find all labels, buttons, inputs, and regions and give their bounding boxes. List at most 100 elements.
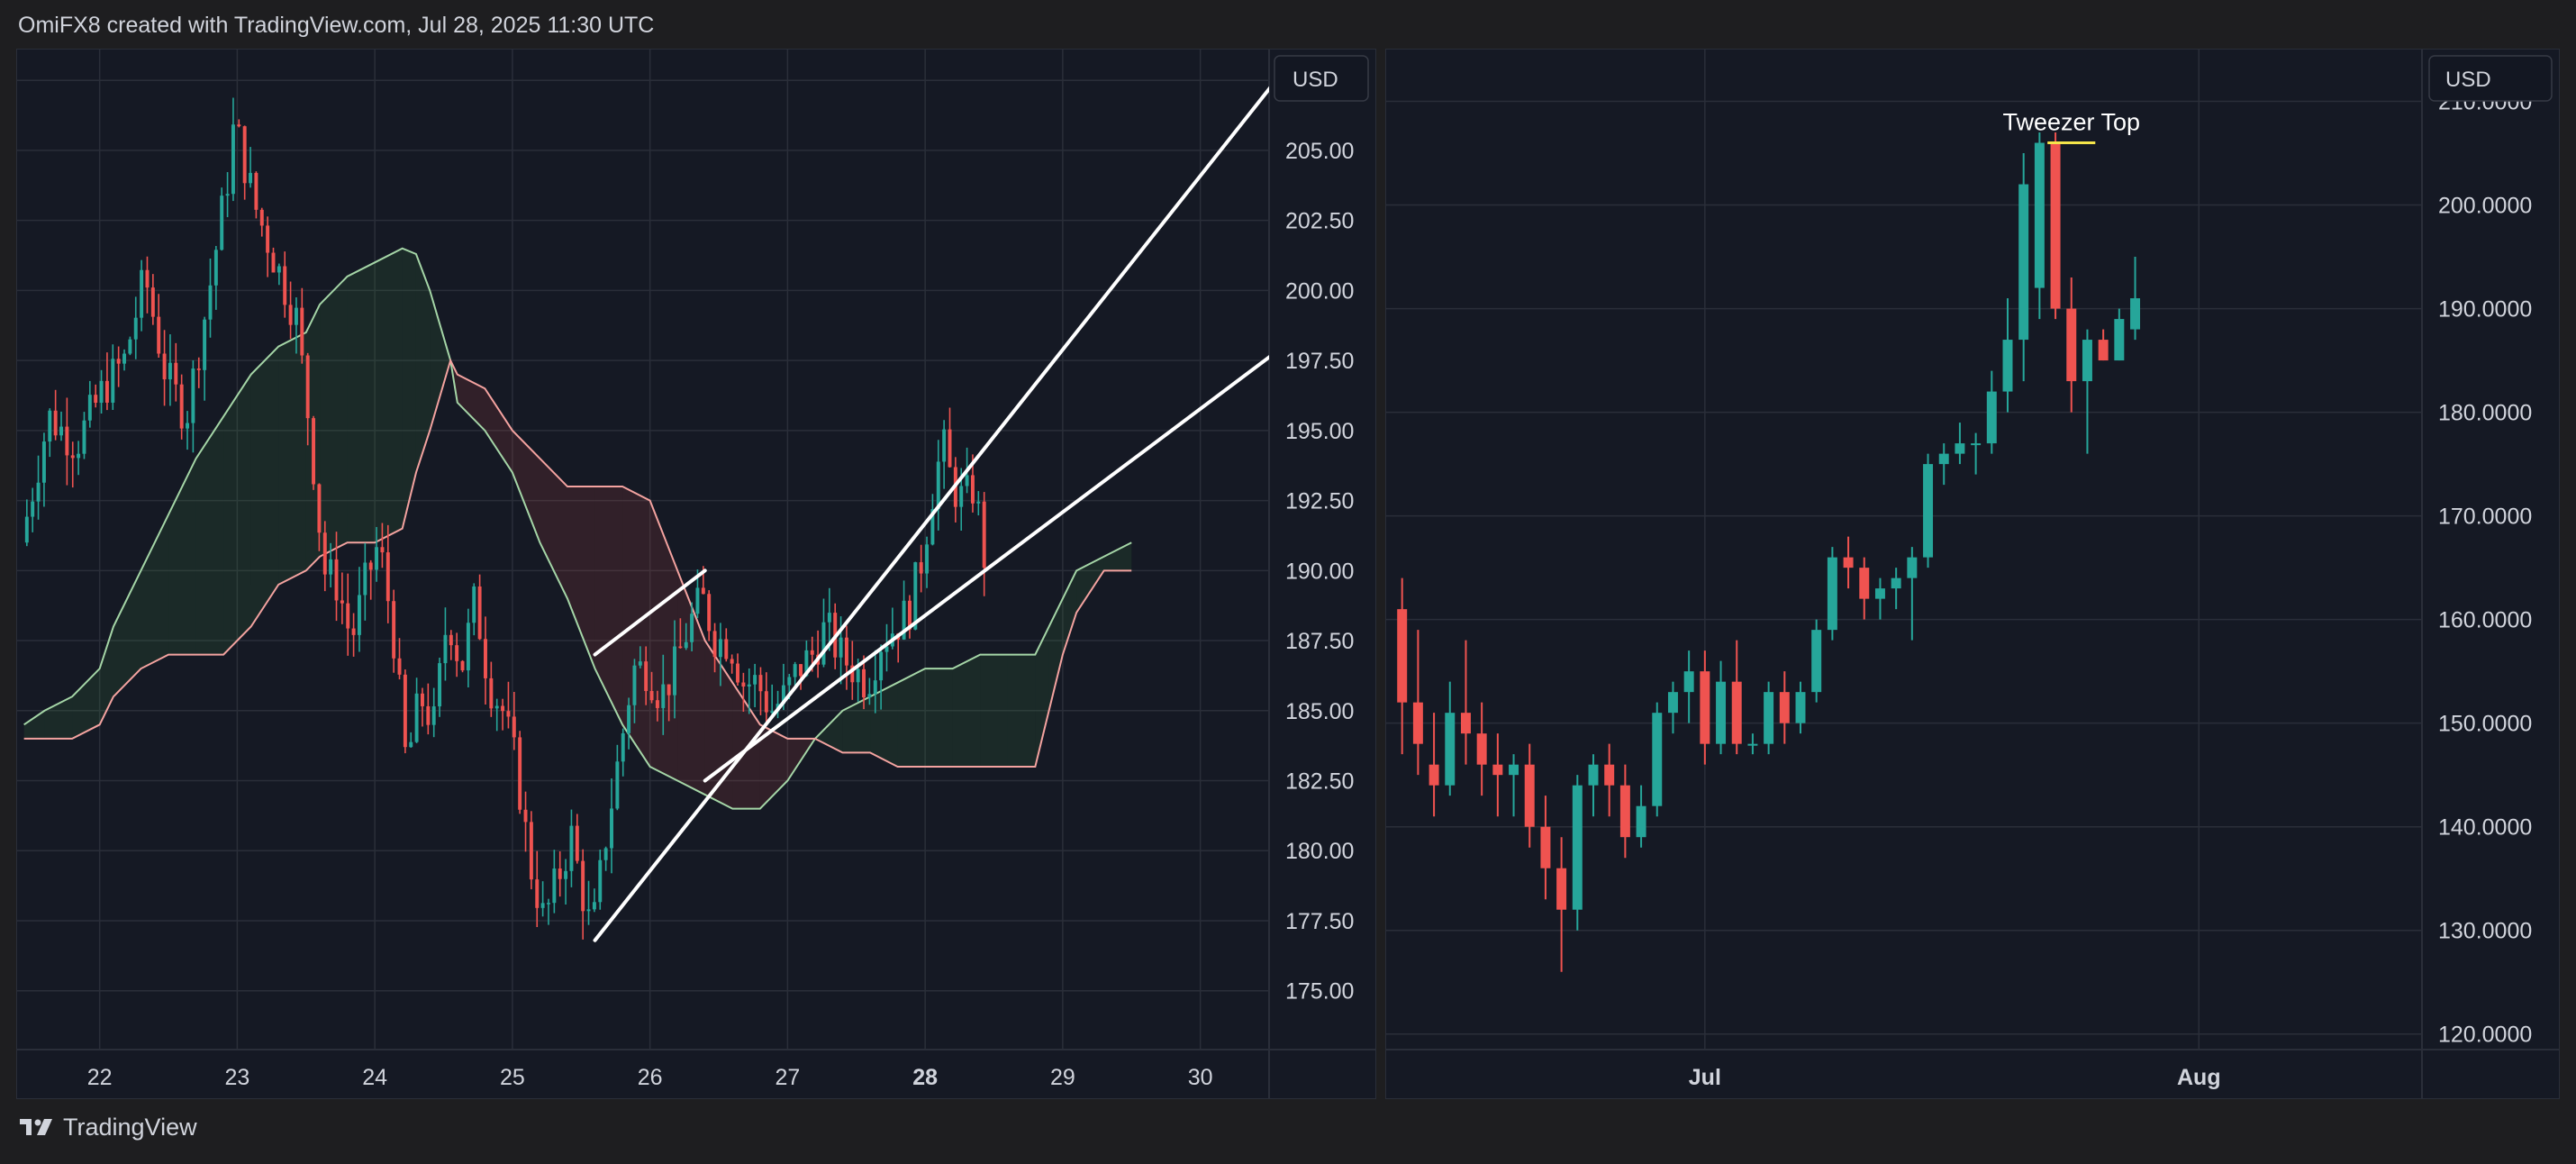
candle[interactable]	[385, 524, 390, 623]
candle[interactable]	[300, 287, 304, 364]
currency-selector[interactable]: USD	[1274, 55, 1369, 102]
candle[interactable]	[317, 483, 322, 551]
candle[interactable]	[329, 542, 333, 588]
candle[interactable]	[305, 352, 310, 446]
candle[interactable]	[1874, 577, 1885, 620]
candle[interactable]	[87, 380, 92, 428]
candle[interactable]	[724, 628, 729, 662]
candle[interactable]	[443, 607, 448, 681]
candle[interactable]	[122, 349, 126, 371]
candle[interactable]	[150, 274, 155, 325]
candle[interactable]	[610, 778, 613, 874]
candle[interactable]	[953, 457, 957, 523]
candle[interactable]	[322, 521, 327, 592]
candle[interactable]	[2050, 132, 2061, 320]
candle[interactable]	[1843, 536, 1854, 589]
candle[interactable]	[259, 207, 264, 237]
candle[interactable]	[1795, 681, 1806, 734]
candle[interactable]	[1683, 650, 1694, 723]
candle[interactable]	[712, 623, 717, 673]
candle[interactable]	[1556, 837, 1567, 972]
candle[interactable]	[426, 683, 431, 735]
candle[interactable]	[936, 440, 940, 531]
trendline-3[interactable]	[703, 352, 1276, 783]
candle[interactable]	[254, 171, 259, 219]
currency-box[interactable]	[1274, 55, 1369, 102]
candle[interactable]	[1986, 370, 1997, 454]
candle[interactable]	[203, 316, 207, 401]
candle[interactable]	[277, 263, 281, 286]
candle[interactable]	[678, 618, 683, 649]
candle[interactable]	[420, 687, 424, 727]
candle[interactable]	[982, 492, 986, 596]
candle[interactable]	[1397, 577, 1408, 755]
candle[interactable]	[501, 698, 505, 731]
candle[interactable]	[271, 247, 276, 273]
candle[interactable]	[741, 672, 746, 712]
candle[interactable]	[976, 491, 981, 516]
candle[interactable]	[489, 661, 494, 717]
candle[interactable]	[438, 657, 442, 717]
candle[interactable]	[231, 97, 235, 202]
candle[interactable]	[53, 389, 58, 441]
candle[interactable]	[409, 732, 413, 748]
candle[interactable]	[288, 281, 293, 340]
footer-brand[interactable]: TradingView	[63, 1114, 197, 1141]
candle[interactable]	[65, 397, 69, 486]
candle[interactable]	[816, 630, 821, 678]
candle[interactable]	[179, 374, 184, 440]
candle[interactable]	[1731, 640, 1742, 755]
candle[interactable]	[644, 646, 649, 705]
candle[interactable]	[913, 561, 918, 631]
candle[interactable]	[116, 346, 121, 387]
candle[interactable]	[821, 598, 826, 668]
candle[interactable]	[1764, 681, 1774, 755]
candle[interactable]	[162, 330, 167, 406]
candle[interactable]	[1572, 775, 1583, 931]
candle[interactable]	[603, 846, 608, 871]
candle[interactable]	[942, 420, 947, 489]
currency-box[interactable]	[2428, 55, 2553, 102]
candle[interactable]	[730, 654, 734, 674]
candle[interactable]	[1636, 785, 1646, 848]
candle[interactable]	[518, 731, 522, 814]
candle[interactable]	[1923, 453, 1934, 568]
candle[interactable]	[770, 684, 775, 716]
candle[interactable]	[925, 536, 930, 588]
candle[interactable]	[919, 544, 923, 593]
candle[interactable]	[2002, 298, 2013, 413]
candle[interactable]	[225, 172, 230, 218]
candle[interactable]	[220, 187, 224, 251]
candle[interactable]	[466, 608, 470, 688]
candle[interactable]	[48, 408, 52, 458]
candle[interactable]	[867, 677, 872, 705]
candle[interactable]	[431, 687, 436, 738]
candle[interactable]	[1652, 702, 1663, 817]
candle[interactable]	[82, 412, 86, 459]
candle[interactable]	[684, 623, 688, 650]
candle[interactable]	[2018, 153, 2029, 382]
candle[interactable]	[930, 494, 935, 546]
candle[interactable]	[403, 669, 407, 754]
candle[interactable]	[575, 814, 579, 864]
candle[interactable]	[1588, 754, 1599, 817]
candle[interactable]	[1476, 702, 1487, 796]
candle[interactable]	[294, 297, 298, 354]
candle[interactable]	[547, 898, 550, 925]
candle[interactable]	[1492, 733, 1503, 817]
candle[interactable]	[340, 572, 344, 624]
daily-chart-svg[interactable]: Tweezer Top 120.0000 130.0000 140.0000 150.0…	[1386, 50, 2560, 1099]
candle[interactable]	[758, 667, 763, 715]
candle[interactable]	[523, 791, 528, 852]
candle[interactable]	[638, 646, 642, 668]
candle[interactable]	[41, 432, 46, 507]
candle[interactable]	[1779, 671, 1790, 744]
candle[interactable]	[213, 246, 218, 310]
candle[interactable]	[363, 542, 367, 621]
candle[interactable]	[1747, 733, 1758, 755]
candle[interactable]	[690, 602, 694, 651]
candle[interactable]	[1716, 660, 1727, 755]
candle[interactable]	[827, 587, 831, 651]
candle[interactable]	[1938, 443, 1949, 486]
candle[interactable]	[2130, 257, 2141, 341]
